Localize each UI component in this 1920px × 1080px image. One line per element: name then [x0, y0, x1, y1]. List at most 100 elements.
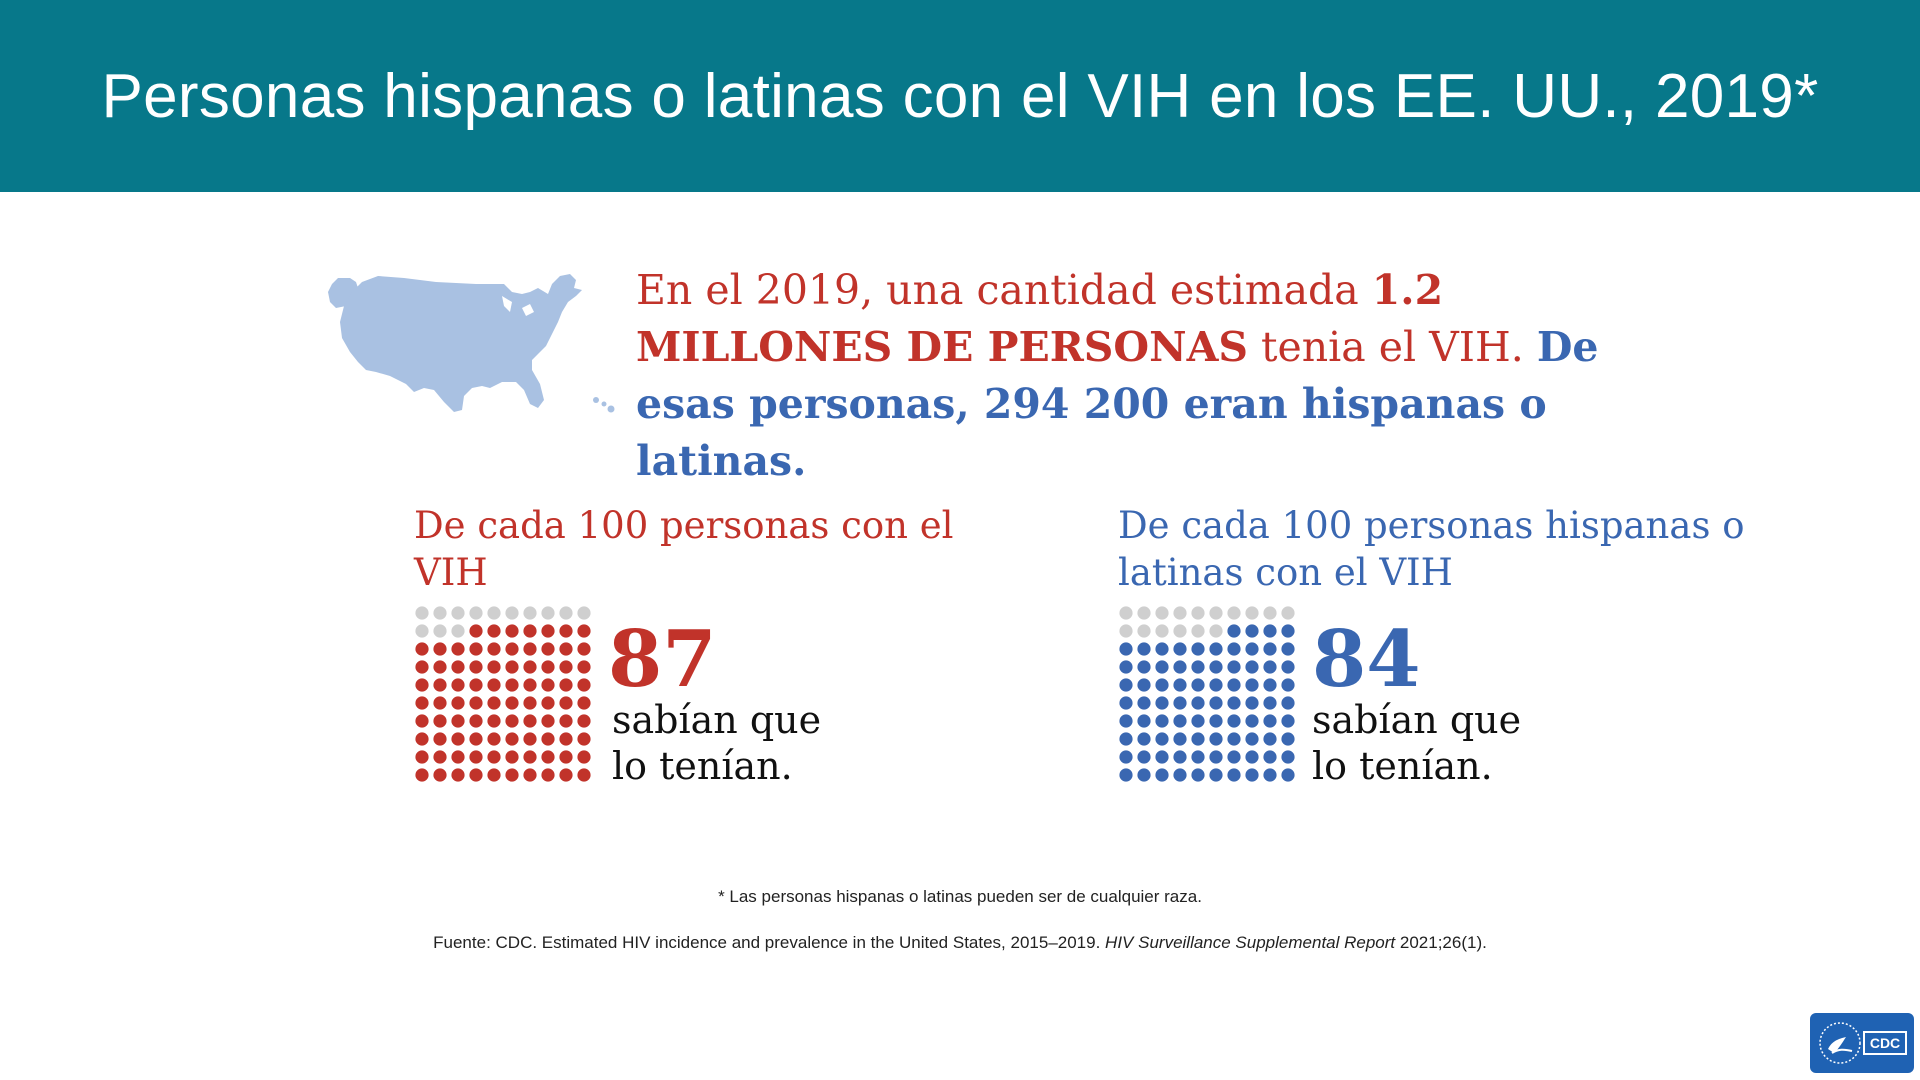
person-dot-aware [559, 750, 573, 764]
person-dot-aware [1209, 660, 1223, 674]
person-dot-aware [469, 750, 483, 764]
person-dot-aware [1209, 714, 1223, 728]
person-dot-aware [469, 660, 483, 674]
person-dot-unaware [1137, 606, 1151, 620]
person-dot-aware [487, 732, 501, 746]
person-dot-aware [1263, 732, 1277, 746]
person-dot-aware [1263, 714, 1277, 728]
person-dot-aware [1173, 642, 1187, 656]
person-dot-unaware [559, 606, 573, 620]
person-dot-aware [1173, 768, 1187, 782]
person-dot-unaware [1119, 606, 1133, 620]
person-dot-aware [1155, 750, 1169, 764]
person-dot-aware [415, 660, 429, 674]
person-dot-aware [1137, 696, 1151, 710]
person-dot-aware [1281, 678, 1295, 692]
panel-title-all: De cada 100 personas con el VIH [414, 504, 954, 594]
person-dot-aware [505, 750, 519, 764]
person-dot-aware [1227, 624, 1241, 638]
person-dot-aware [1137, 660, 1151, 674]
person-dot-aware [1173, 660, 1187, 674]
person-dot-aware [523, 750, 537, 764]
person-dot-aware [559, 624, 573, 638]
person-dot-aware [433, 642, 447, 656]
person-dot-aware [1245, 696, 1259, 710]
stat-value-all: 87 [608, 614, 717, 705]
person-dot-unaware [451, 624, 465, 638]
person-dot-aware [541, 696, 555, 710]
person-dot-aware [1209, 642, 1223, 656]
person-dot-aware [487, 696, 501, 710]
person-dot-aware [1245, 624, 1259, 638]
person-dot-unaware [1191, 606, 1205, 620]
person-dot-aware [1281, 624, 1295, 638]
person-dot-aware [1245, 642, 1259, 656]
caption-line: sabían que [1312, 698, 1522, 742]
person-dot-aware [1137, 732, 1151, 746]
person-dot-aware [469, 642, 483, 656]
person-dot-aware [1209, 750, 1223, 764]
person-dot-aware [1137, 750, 1151, 764]
person-dot-aware [1281, 768, 1295, 782]
person-dot-unaware [577, 606, 591, 620]
person-dot-aware [487, 678, 501, 692]
person-dot-aware [559, 678, 573, 692]
person-dot-aware [505, 732, 519, 746]
dot-grid-hispanic [1119, 606, 1295, 782]
person-dot-aware [415, 642, 429, 656]
us-map-icon [328, 274, 615, 413]
person-dot-aware [1119, 642, 1133, 656]
person-dot-aware [1263, 768, 1277, 782]
person-dot-aware [577, 696, 591, 710]
intro-text-part1: En el 2019, una cantidad estimada [636, 266, 1372, 314]
person-dot-aware [523, 714, 537, 728]
hhs-eagle-icon [1819, 1022, 1861, 1064]
person-dot-aware [505, 660, 519, 674]
person-dot-aware [1209, 696, 1223, 710]
person-dot-aware [1245, 768, 1259, 782]
person-dot-aware [1155, 678, 1169, 692]
person-dot-aware [1191, 642, 1205, 656]
person-dot-aware [469, 624, 483, 638]
stat-caption-hispanic: sabían que lo tenían. [1312, 697, 1572, 789]
panel-title-hispanic: De cada 100 personas hispanas o latinas … [1118, 504, 1745, 594]
person-dot-aware [1191, 696, 1205, 710]
person-dot-aware [1191, 678, 1205, 692]
person-dot-aware [469, 768, 483, 782]
person-dot-aware [1227, 750, 1241, 764]
person-dot-aware [1209, 732, 1223, 746]
person-dot-aware [577, 714, 591, 728]
person-dot-aware [577, 678, 591, 692]
person-dot-aware [505, 714, 519, 728]
source-suffix: 2021;26(1). [1395, 933, 1487, 952]
person-dot-unaware [433, 606, 447, 620]
intro-text-part2: tenia el VIH. [1248, 323, 1537, 371]
person-dot-aware [415, 678, 429, 692]
person-dot-aware [1281, 642, 1295, 656]
person-dot-aware [451, 642, 465, 656]
footnote: * Las personas hispanas o latinas pueden… [718, 887, 1202, 906]
person-dot-aware [487, 642, 501, 656]
person-dot-aware [1173, 678, 1187, 692]
person-dot-aware [541, 732, 555, 746]
person-dot-aware [1191, 660, 1205, 674]
person-dot-aware [451, 732, 465, 746]
person-dot-aware [469, 714, 483, 728]
person-dot-aware [541, 714, 555, 728]
person-dot-aware [505, 696, 519, 710]
person-dot-aware [1137, 678, 1151, 692]
person-dot-aware [451, 768, 465, 782]
person-dot-aware [1173, 732, 1187, 746]
person-dot-aware [1281, 714, 1295, 728]
person-dot-aware [469, 678, 483, 692]
person-dot-unaware [1227, 606, 1241, 620]
person-dot-aware [1173, 750, 1187, 764]
person-dot-aware [487, 768, 501, 782]
person-dot-unaware [1173, 606, 1187, 620]
person-dot-aware [415, 732, 429, 746]
person-dot-aware [505, 768, 519, 782]
person-dot-aware [1263, 696, 1277, 710]
person-dot-aware [433, 768, 447, 782]
person-dot-aware [1263, 678, 1277, 692]
person-dot-aware [541, 678, 555, 692]
